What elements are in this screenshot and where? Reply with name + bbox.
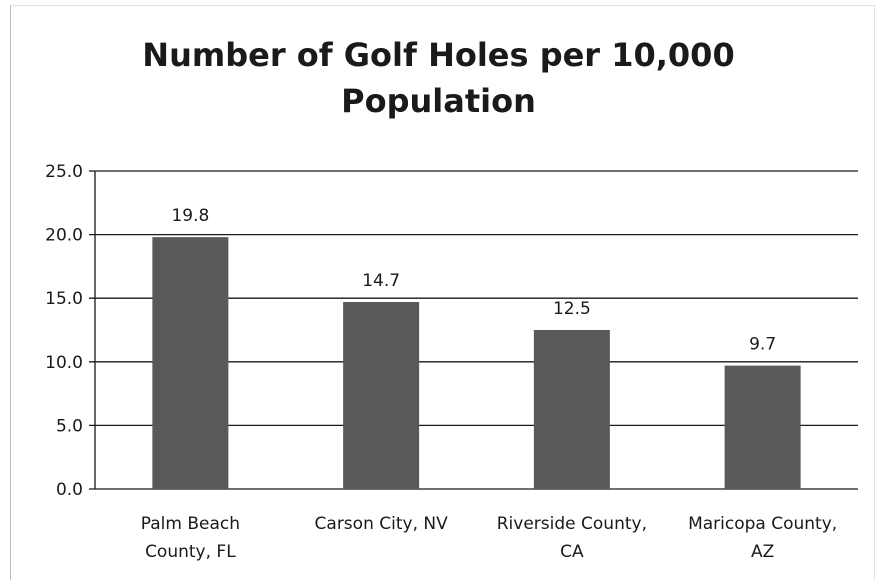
data-label: 9.7 [749,335,776,355]
data-label: 19.8 [171,206,209,226]
data-label: 14.7 [362,271,400,291]
y-tick-label: 15.0 [45,289,83,309]
bar [724,365,801,489]
bar [533,330,610,489]
x-category-label: CA [560,542,584,562]
y-tick-label: 20.0 [45,226,83,246]
bars [152,237,801,489]
y-tick-label: 25.0 [45,162,83,182]
x-category-label: County, FL [145,542,236,562]
x-axis-categories: Palm Beach County, FL Carson City, NV River… [141,514,837,562]
chart-title-line-1: Number of Golf Holes per 10,000 [142,36,735,74]
bar [152,237,229,489]
chart-title-line-2: Population [341,82,536,120]
y-tick-label: 5.0 [56,416,83,436]
x-category-label: Riverside County, [497,514,647,534]
y-tick-label: 0.0 [56,480,83,500]
bar [343,302,420,489]
y-tick-label: 10.0 [45,353,83,373]
y-axis-ticks: 0.0 5.0 10.0 15.0 20.0 25.0 [45,162,83,500]
x-category-label: Palm Beach [141,514,240,534]
x-category-label: Carson City, NV [315,514,449,534]
x-category-label: Maricopa County, [688,514,837,534]
data-labels: 19.8 14.7 12.5 9.7 [171,206,776,354]
x-category-label: AZ [751,542,774,562]
data-label: 12.5 [553,299,591,319]
chart-title: Number of Golf Holes per 10,000 Populati… [0,32,877,124]
chart-frame [10,5,875,580]
